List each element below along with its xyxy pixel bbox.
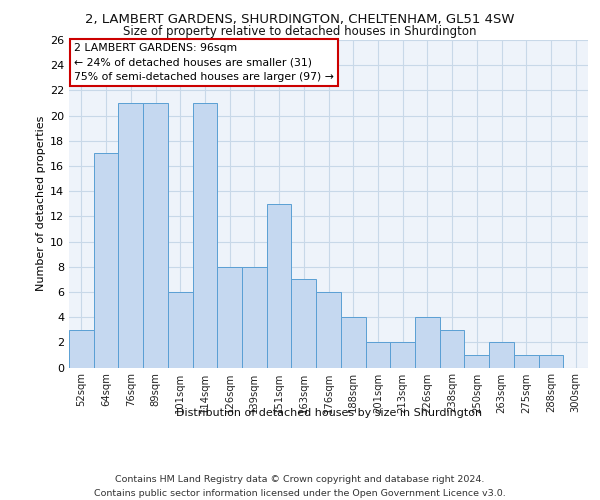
Bar (489, 342, 514, 367)
Text: 2, LAMBERT GARDENS, SHURDINGTON, CHELTENHAM, GL51 4SW: 2, LAMBERT GARDENS, SHURDINGTON, CHELTEN… (85, 12, 515, 26)
Bar (168, 292, 193, 368)
Bar (415, 317, 440, 368)
Bar (292, 280, 316, 368)
Bar (267, 204, 292, 368)
Bar (316, 292, 341, 368)
Bar (242, 266, 267, 368)
Bar (118, 103, 143, 368)
Bar (390, 342, 415, 367)
Bar (464, 355, 489, 368)
Bar (69, 330, 94, 368)
Bar (440, 330, 464, 368)
Text: 2 LAMBERT GARDENS: 96sqm
← 24% of detached houses are smaller (31)
75% of semi-d: 2 LAMBERT GARDENS: 96sqm ← 24% of detach… (74, 44, 334, 82)
Bar (341, 317, 365, 368)
Text: Contains HM Land Registry data © Crown copyright and database right 2024.
Contai: Contains HM Land Registry data © Crown c… (94, 476, 506, 498)
Bar (143, 103, 168, 368)
Bar (217, 266, 242, 368)
Bar (365, 342, 390, 367)
Text: Distribution of detached houses by size in Shurdington: Distribution of detached houses by size … (176, 408, 482, 418)
Bar (539, 355, 563, 368)
Text: Size of property relative to detached houses in Shurdington: Size of property relative to detached ho… (123, 25, 477, 38)
Bar (94, 154, 118, 368)
Bar (193, 103, 217, 368)
Y-axis label: Number of detached properties: Number of detached properties (36, 116, 46, 292)
Bar (514, 355, 539, 368)
